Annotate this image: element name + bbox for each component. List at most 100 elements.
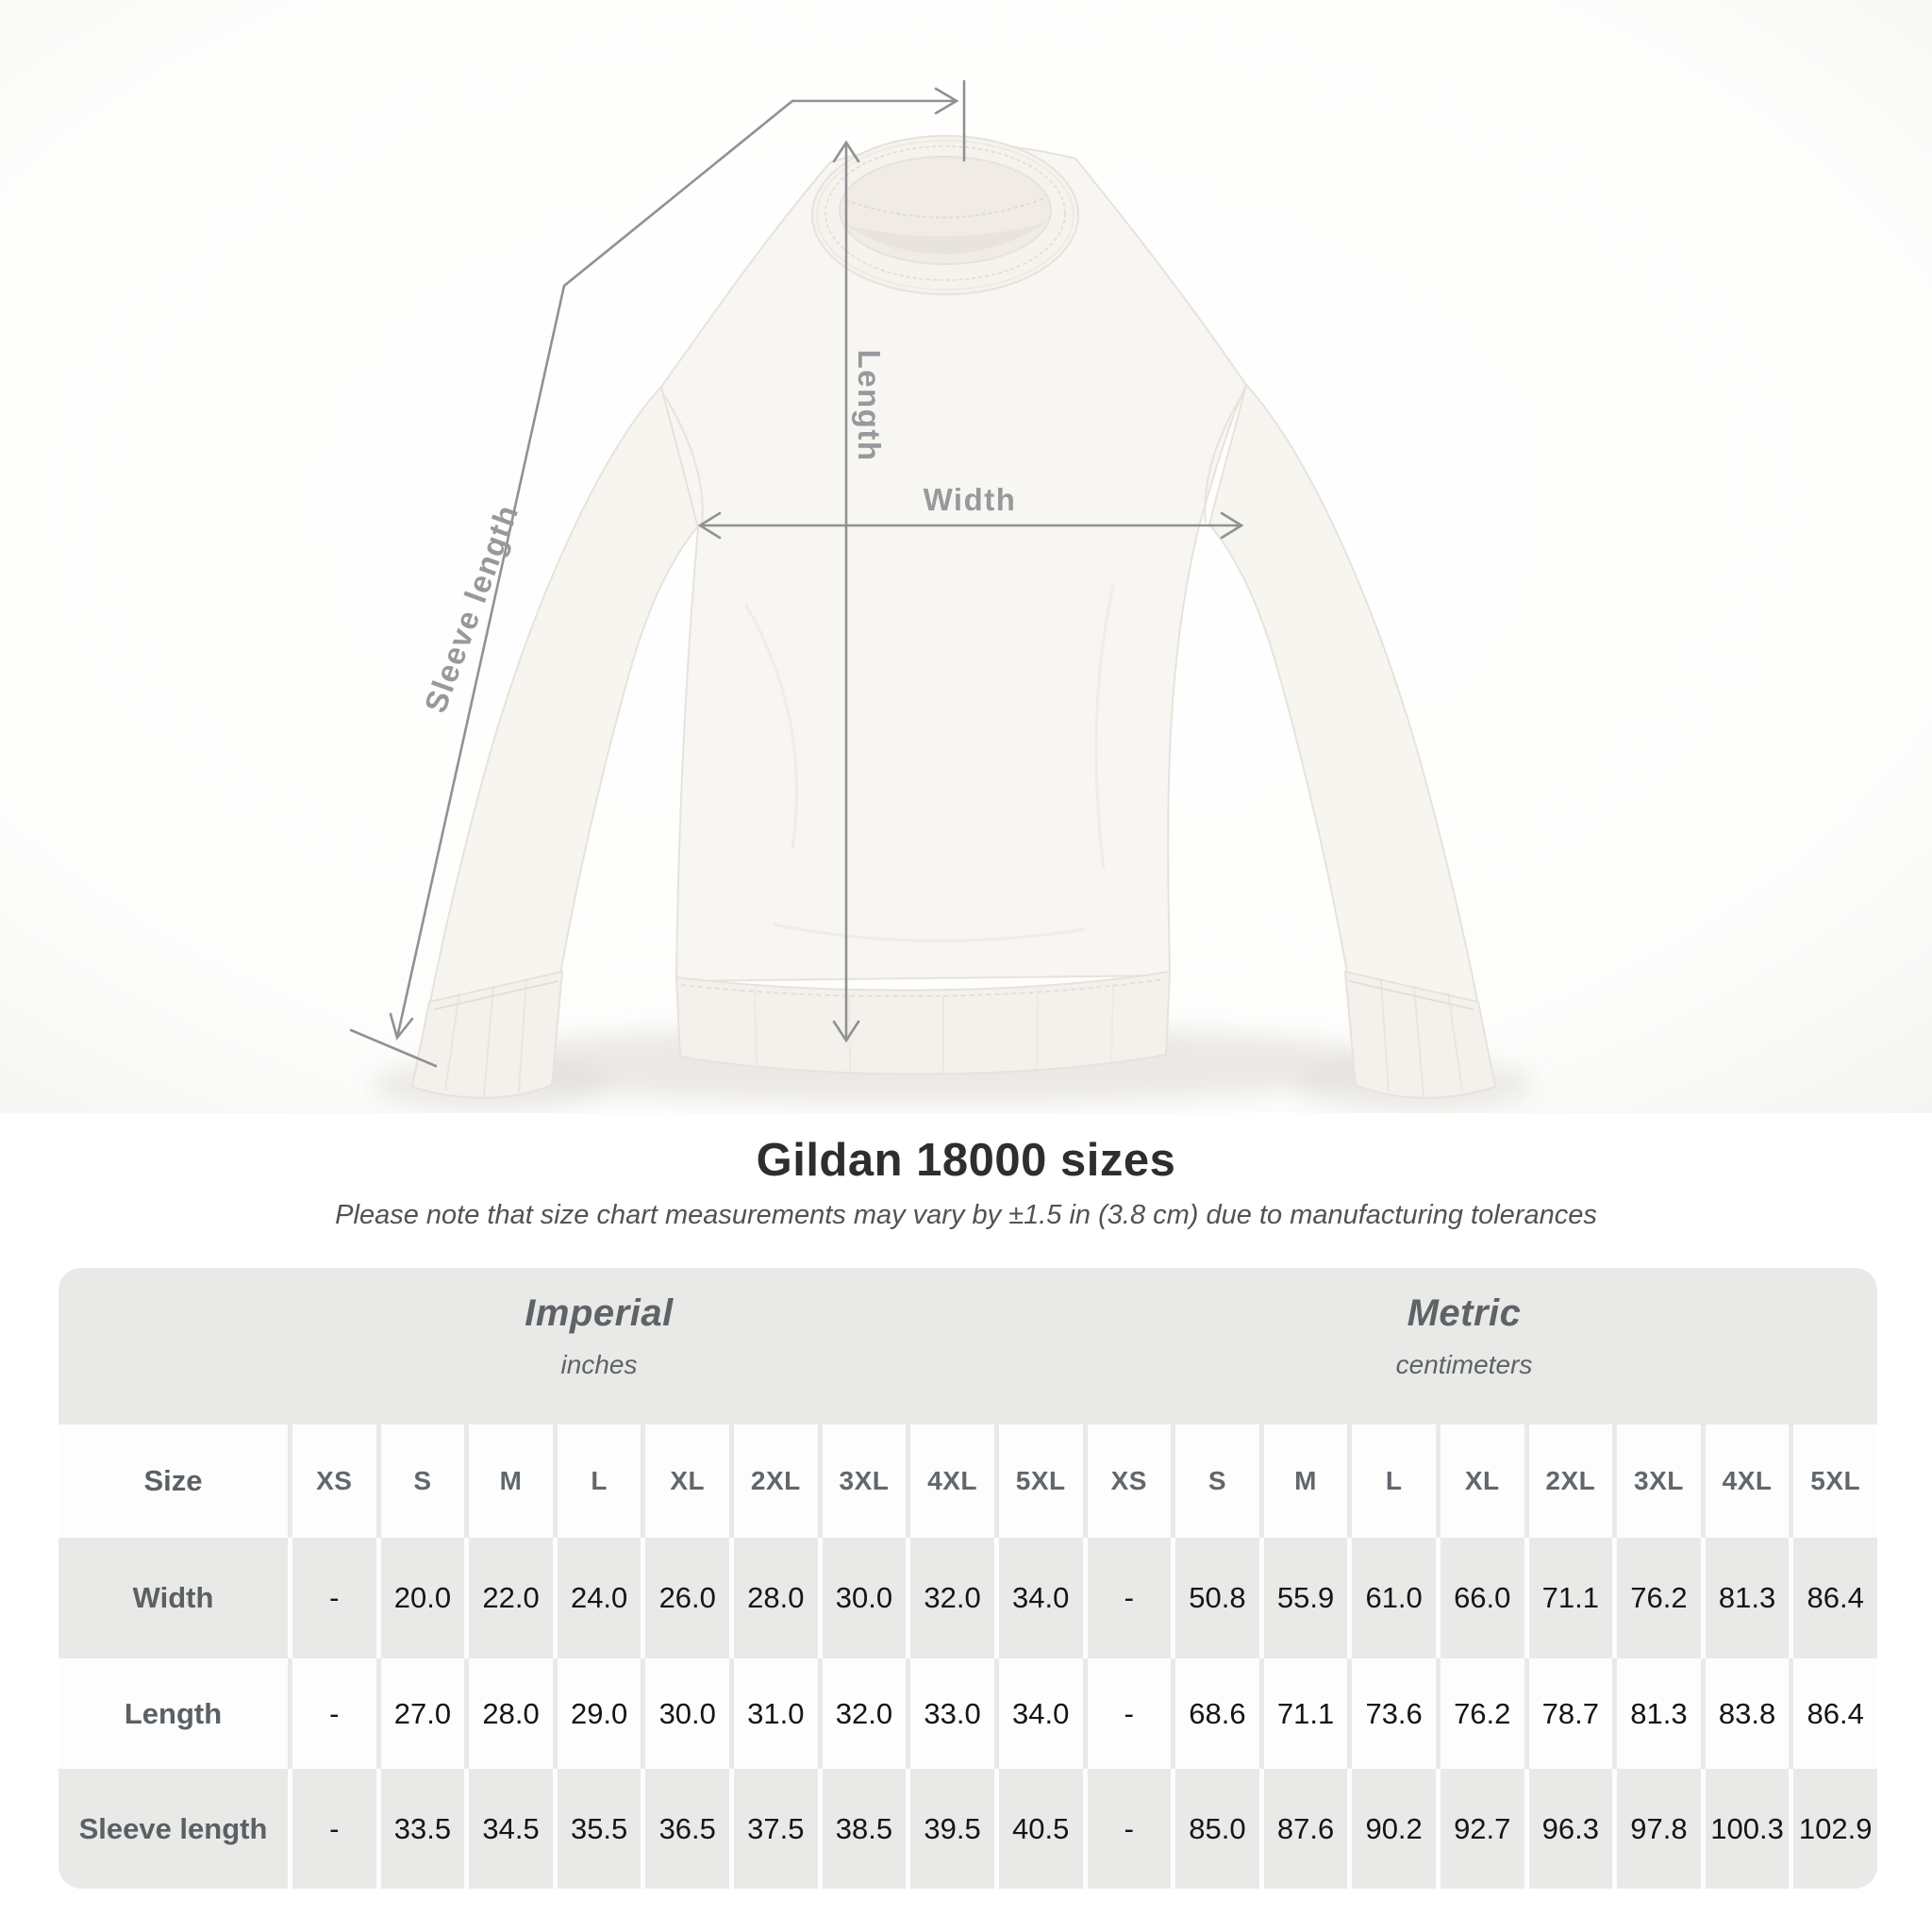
value-cell: 102.9 [1793,1769,1877,1889]
fabric-wrinkles [743,584,1115,942]
metric-unit: centimeters [1395,1350,1533,1379]
hem-rib-lines [754,984,1114,1074]
width-left-arrowhead [697,511,722,540]
value-cell: 100.3 [1705,1769,1790,1889]
value-cell: - [292,1538,376,1658]
value-cell: 24.0 [557,1538,641,1658]
measurement-lines [349,79,1244,1068]
value-cell: 40.5 [998,1769,1083,1889]
value-cell: 33.5 [380,1769,465,1889]
length-down-arrowhead [832,1020,860,1043]
value-cell: 34.0 [998,1538,1083,1658]
cuff-end-tick [349,1028,438,1068]
hem-band [675,971,1171,1075]
right-arrowhead [934,87,959,115]
imperial-unit: inches [560,1350,638,1379]
size-col-header: 3XL [822,1424,907,1538]
value-cell: 86.4 [1793,1658,1877,1769]
length-up-arrowhead [832,140,860,163]
value-cell: - [1087,1538,1172,1658]
width-right-arrowhead [1220,511,1244,540]
size-table: Imperial inches Metric centimeters Size … [58,1268,1877,1889]
value-cell: 76.2 [1440,1658,1524,1769]
value-cell: 30.0 [645,1658,730,1769]
armhole-seams [664,393,1243,525]
value-cell: 28.0 [734,1538,818,1658]
metric-title: Metric [1407,1292,1522,1334]
value-cell: 66.0 [1440,1538,1524,1658]
value-cell: 78.7 [1528,1658,1613,1769]
width-label: Width [924,482,1017,517]
value-cell: 85.0 [1175,1769,1259,1889]
value-cell: 68.6 [1175,1658,1259,1769]
left-cuff [411,971,563,1099]
value-cell: 81.3 [1617,1658,1701,1769]
page-title: Gildan 18000 sizes [756,1135,1176,1186]
value-cell: 32.0 [822,1658,907,1769]
unit-header-band: Imperial inches Metric centimeters [58,1268,1877,1424]
value-cell: 55.9 [1263,1538,1348,1658]
value-cell: 29.0 [557,1658,641,1769]
size-col-header: M [1263,1424,1348,1538]
size-col-header: XS [1087,1424,1172,1538]
body-panel [660,142,1247,982]
value-cell: 32.0 [910,1538,994,1658]
value-cell: 37.5 [734,1769,818,1889]
value-cell: 34.0 [998,1658,1083,1769]
row-label-width: Width [58,1538,288,1658]
tolerance-note: Please note that size chart measurements… [335,1200,1597,1230]
right-cuff [1344,971,1496,1099]
size-col-header: 2XL [734,1424,818,1538]
size-col-header: S [1175,1424,1259,1538]
imperial-title: Imperial [525,1292,674,1334]
size-col-header: XL [1440,1424,1524,1538]
unit-group-imperial: Imperial inches [525,1292,673,1380]
length-label: Length [852,350,887,462]
value-cell: 50.8 [1175,1538,1259,1658]
size-col-header: L [557,1424,641,1538]
value-cell: 76.2 [1617,1538,1701,1658]
size-col-header: 4XL [1705,1424,1790,1538]
value-cell: 30.0 [822,1538,907,1658]
value-cell: 22.0 [469,1538,553,1658]
size-col-header: M [469,1424,553,1538]
sweatshirt-diagram: Length Width Sleeve length [0,0,1932,1113]
value-cell: 86.4 [1793,1538,1877,1658]
size-header-row: Size XS S M L XL 2XL 3XL 4XL 5XL XS S M L XL 2XL 3XL 4XL… [58,1424,1877,1538]
value-cell: 97.8 [1617,1769,1701,1889]
sleeve-diagonal-line [395,99,794,1040]
size-col-header: XL [645,1424,730,1538]
length-row: Length -27.0 28.0 29.0 30.0 31.0 32.0 33.0 34.0… [58,1658,1877,1769]
collar [811,135,1079,295]
cuff-rib-lines [444,978,1463,1097]
value-cell: 34.5 [469,1769,553,1889]
unit-group-metric: Metric centimeters [1396,1292,1533,1380]
value-cell: 39.5 [910,1769,994,1889]
width-row: Width -20.0 22.0 24.0 26.0 28.0 30.0 32.0 34.0-… [58,1538,1877,1658]
sleeve-end-arrowhead [389,1012,414,1041]
value-cell: - [1087,1769,1172,1889]
value-cell: 61.0 [1352,1538,1436,1658]
size-col-header: 2XL [1528,1424,1613,1538]
sleeve-length-row: Sleeve length -33.5 34.5 35.5 36.5 37.5 38.5 3… [58,1769,1877,1889]
value-cell: 26.0 [645,1538,730,1658]
value-cell: 87.6 [1263,1769,1348,1889]
size-col-header: 5XL [1793,1424,1877,1538]
size-column-header: Size [58,1424,288,1538]
sweatshirt-illustration [411,135,1496,1099]
size-col-header: S [380,1424,465,1538]
value-cell: 92.7 [1440,1769,1524,1889]
size-col-header: 5XL [998,1424,1083,1538]
value-cell: 31.0 [734,1658,818,1769]
size-col-header: XS [292,1424,376,1538]
value-cell: 83.8 [1705,1658,1790,1769]
sweatshirt-figure: Length Width Sleeve length [0,0,1932,1113]
size-col-header: 3XL [1617,1424,1701,1538]
size-col-header: L [1352,1424,1436,1538]
value-cell: 38.5 [822,1769,907,1889]
value-cell: 71.1 [1528,1538,1613,1658]
value-cell: 35.5 [557,1769,641,1889]
value-cell: 73.6 [1352,1658,1436,1769]
value-cell: - [292,1769,376,1889]
value-cell: - [1087,1658,1172,1769]
